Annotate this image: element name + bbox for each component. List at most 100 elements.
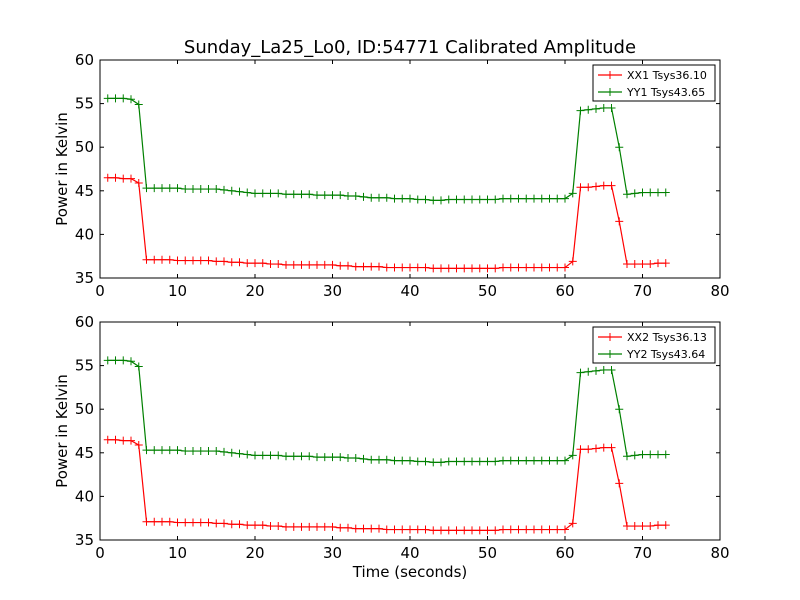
data-point-marker xyxy=(243,521,252,530)
data-point-marker xyxy=(499,263,507,272)
data-point-marker xyxy=(468,264,476,273)
data-point-marker xyxy=(289,452,298,461)
data-point-marker xyxy=(119,174,128,183)
data-point-marker xyxy=(568,257,577,266)
data-point-marker xyxy=(181,447,190,456)
data-point-marker xyxy=(398,263,407,272)
data-point-marker xyxy=(429,196,438,205)
legend-marker-1 xyxy=(606,333,614,341)
data-point-marker xyxy=(444,526,453,535)
data-point-marker xyxy=(351,192,360,201)
data-point-marker xyxy=(444,195,453,204)
data-point-marker xyxy=(475,195,484,204)
data-point-marker xyxy=(142,184,151,193)
data-point-marker xyxy=(514,194,523,203)
y-tick-label: 50 xyxy=(75,400,94,418)
data-point-marker xyxy=(491,264,500,273)
data-point-marker xyxy=(530,456,538,465)
data-point-marker xyxy=(421,263,430,272)
data-point-marker xyxy=(142,255,151,264)
data-point-marker xyxy=(654,259,662,268)
x-tick-label: 20 xyxy=(245,282,264,300)
data-point-marker xyxy=(646,450,655,459)
data-point-marker xyxy=(297,190,306,199)
data-point-marker xyxy=(336,261,345,270)
data-point-marker xyxy=(382,263,391,272)
data-point-marker xyxy=(282,452,290,461)
data-point-marker xyxy=(584,367,593,376)
data-point-marker xyxy=(359,192,368,201)
data-point-marker xyxy=(328,522,337,531)
x-tick-label: 70 xyxy=(633,282,652,300)
data-point-marker xyxy=(638,260,647,269)
y-tick-label: 55 xyxy=(75,95,94,113)
data-point-marker xyxy=(196,447,205,456)
data-point-marker xyxy=(576,183,585,192)
data-point-marker xyxy=(266,451,275,460)
data-point-marker xyxy=(212,447,221,456)
data-point-marker xyxy=(367,524,376,533)
data-point-marker xyxy=(514,525,523,534)
data-point-marker xyxy=(142,517,151,526)
data-point-marker xyxy=(514,263,523,272)
data-point-marker xyxy=(437,196,445,205)
data-point-marker xyxy=(483,457,492,466)
data-point-marker xyxy=(103,173,112,182)
data-point-marker xyxy=(545,456,554,465)
data-point-marker xyxy=(204,185,213,194)
data-point-marker xyxy=(390,525,399,534)
data-point-marker xyxy=(305,452,314,461)
data-point-marker xyxy=(584,183,593,192)
data-point-marker xyxy=(274,451,283,460)
x-tick-label: 30 xyxy=(323,282,342,300)
data-point-marker xyxy=(111,173,120,182)
plot-panel-top: 0 10 20 30 40 50 60 70 80 35 40 45 50 55 60 Power in Ke… xyxy=(53,51,730,300)
data-point-marker xyxy=(592,444,600,453)
data-point-marker xyxy=(189,185,197,194)
data-point-marker xyxy=(615,143,624,152)
data-point-marker xyxy=(235,449,244,458)
data-point-marker xyxy=(452,457,461,466)
data-point-marker xyxy=(661,259,670,268)
data-point-marker xyxy=(561,456,569,465)
data-point-marker xyxy=(468,457,476,466)
data-point-marker xyxy=(189,256,197,265)
data-point-marker xyxy=(615,217,624,226)
data-point-marker xyxy=(537,525,546,534)
y-axis-label: Power in Kelvin xyxy=(53,112,71,226)
data-point-marker xyxy=(654,521,662,530)
y-tick-label: 40 xyxy=(75,487,94,505)
data-point-marker xyxy=(406,456,414,465)
data-point-marker xyxy=(134,178,143,187)
data-point-marker xyxy=(437,264,445,273)
y-axis-label: Power in Kelvin xyxy=(53,374,71,488)
data-point-marker xyxy=(243,259,252,268)
data-point-marker xyxy=(545,525,554,534)
data-point-marker xyxy=(545,263,554,272)
data-point-marker xyxy=(165,184,174,193)
data-point-marker xyxy=(576,368,585,377)
data-point-marker xyxy=(460,264,469,273)
data-point-marker xyxy=(576,106,585,115)
y-tick-label: 50 xyxy=(75,138,94,156)
legend-marker-2 xyxy=(606,350,614,358)
data-point-marker xyxy=(599,103,608,112)
data-point-marker xyxy=(251,521,259,530)
data-point-marker xyxy=(537,194,546,203)
data-point-marker xyxy=(165,517,174,526)
data-point-marker xyxy=(375,455,383,464)
data-point-marker xyxy=(173,446,182,455)
data-point-marker xyxy=(367,262,376,271)
data-point-marker xyxy=(630,522,639,531)
data-point-marker xyxy=(305,190,314,199)
data-point-marker xyxy=(506,456,515,465)
data-point-marker xyxy=(111,435,120,444)
plot-panel-bottom: 0 10 20 30 40 50 60 70 80 35 40 45 50 55 60 Power in Ke… xyxy=(53,313,730,581)
data-point-marker xyxy=(599,181,608,190)
data-point-marker xyxy=(212,257,221,266)
y-tick-label: 40 xyxy=(75,225,94,243)
data-point-marker xyxy=(127,436,135,445)
series-line-1 xyxy=(107,177,666,270)
data-point-marker xyxy=(258,521,267,530)
